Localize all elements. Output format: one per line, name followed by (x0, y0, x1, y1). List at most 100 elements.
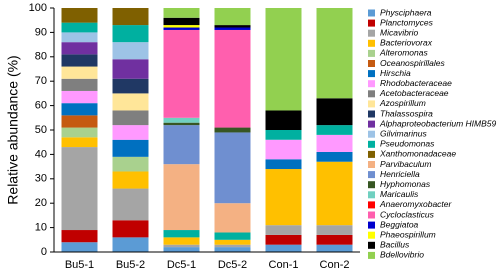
legend-swatch (368, 201, 375, 209)
legend-label: Thalassospira (380, 108, 433, 118)
x-tick-label: Bu5-1 (65, 259, 94, 271)
legend-label: Hyphomonas (380, 179, 431, 189)
legend-label: Pseudomonas (380, 139, 435, 149)
bar-segment (163, 122, 200, 126)
legend-swatch (368, 70, 375, 78)
legend-swatch (368, 49, 375, 57)
legend-swatch (368, 251, 375, 259)
bar-segment (214, 203, 251, 233)
bar-segment (265, 225, 302, 235)
legend-label: Cycloclasticus (380, 209, 435, 219)
bar-segment (214, 132, 251, 204)
legend-swatch (368, 19, 375, 27)
bar-segment (316, 134, 353, 152)
legend-swatch (368, 9, 375, 17)
bar-segment (163, 247, 200, 252)
bar-segment (112, 42, 149, 60)
y-tick-label: 10 (35, 222, 47, 234)
legend-label: Beggiatoa (380, 219, 419, 229)
legend-swatch (368, 241, 375, 249)
y-tick-label: 40 (35, 148, 47, 160)
bar-segment (112, 237, 149, 252)
legend-label: Physciphaera (380, 7, 432, 17)
bar-segment (265, 169, 302, 226)
bar-segment (163, 125, 200, 165)
legend-label: Maricaulis (380, 189, 419, 199)
x-tick-label: Dc5-2 (218, 259, 247, 271)
bar-segment (112, 110, 149, 126)
y-tick-label: 20 (35, 197, 47, 209)
legend-swatch (368, 150, 375, 158)
bar-segment (112, 78, 149, 94)
y-tick-label: 80 (35, 51, 47, 63)
bar-segment (61, 242, 98, 252)
legend-swatch (368, 90, 375, 98)
legend-label: Hirschia (380, 68, 411, 78)
y-tick-label: 100 (29, 2, 47, 14)
bar-segment (112, 93, 149, 111)
bar-segment (163, 25, 200, 28)
bar-segment (163, 230, 200, 238)
legend-swatch (368, 221, 375, 229)
y-axis-label: Relative abundance (%) (5, 55, 21, 204)
bar-segment (316, 151, 353, 162)
bar-segment (265, 244, 302, 252)
bar-segment (112, 8, 149, 26)
bar-segment (61, 8, 98, 23)
bar-segment (214, 27, 251, 30)
legend-label: Xanthomonadaceae (379, 149, 456, 159)
bar-segment (214, 232, 251, 240)
bar-segment (61, 54, 98, 67)
legend-swatch (368, 29, 375, 37)
y-tick-label: 90 (35, 26, 47, 38)
bar-segment (163, 237, 200, 245)
bar-segment (214, 247, 251, 252)
legend-label: Acetobacteraceae (379, 88, 449, 98)
legend-label: Anaeromyxobacter (379, 199, 453, 209)
legend-swatch (368, 140, 375, 148)
legend-label: Bacteriovorax (380, 38, 433, 48)
bar-segment (112, 125, 149, 140)
x-tick-label: Con-2 (320, 259, 350, 271)
bar-segment (214, 127, 251, 133)
bar-segment (61, 90, 98, 104)
bar-segment (316, 8, 353, 99)
bar-segment (112, 171, 149, 189)
legend-swatch (368, 161, 375, 168)
legend-label: Rhodobacteraceae (380, 78, 452, 88)
x-tick-label: Dc5-1 (167, 259, 196, 271)
bar-segment (214, 8, 251, 26)
bar-segment (163, 17, 200, 26)
bar-segment (61, 32, 98, 43)
bar-segment (265, 139, 302, 160)
bar-segment (265, 8, 302, 111)
y-tick-label: 30 (35, 173, 47, 185)
bar-segment (163, 29, 200, 118)
bar-segment (214, 29, 251, 128)
bar-segment (61, 137, 98, 148)
legend-swatch (368, 211, 375, 219)
bar-segment (61, 115, 98, 128)
y-tick-label: 70 (35, 75, 47, 87)
legend-swatch (368, 110, 375, 118)
legend-label: Henriciella (380, 169, 420, 179)
bar-segment (61, 42, 98, 55)
bar-segment (112, 188, 149, 221)
bar-segment (61, 127, 98, 138)
legend-swatch (368, 120, 375, 128)
bar-segment (316, 225, 353, 235)
y-tick-label: 60 (35, 100, 47, 112)
legend-swatch (368, 130, 375, 138)
bar-segment (61, 22, 98, 33)
legend-label: Micavibrio (380, 27, 419, 37)
bar-segment (112, 25, 149, 43)
bar-segment (112, 59, 149, 79)
legend-label: Alteromonas (379, 48, 428, 58)
bar-segment (112, 220, 149, 238)
y-tick-label: 0 (41, 246, 47, 258)
bar-segment (316, 244, 353, 252)
bar-segment (214, 239, 251, 245)
legend-label: Bacillus (380, 240, 410, 250)
legend-swatch (368, 191, 375, 199)
